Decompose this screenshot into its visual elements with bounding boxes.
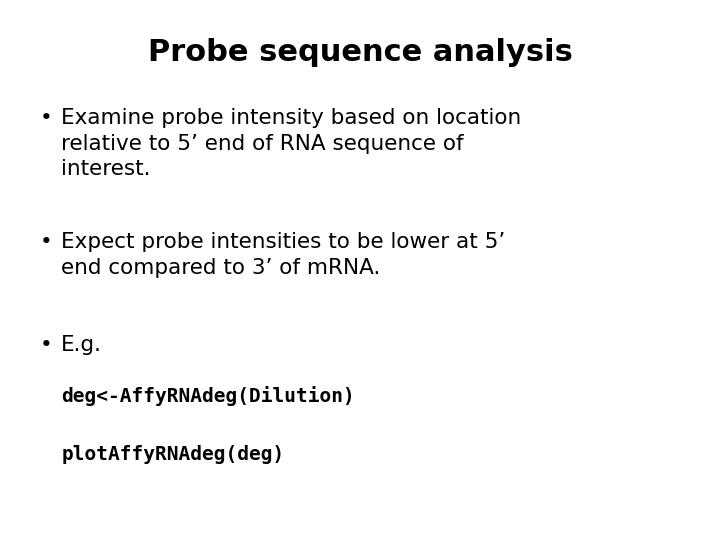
Text: E.g.: E.g. bbox=[61, 335, 102, 355]
Text: deg<-AffyRNAdeg(Dilution): deg<-AffyRNAdeg(Dilution) bbox=[61, 386, 355, 406]
Text: Examine probe intensity based on location
relative to 5’ end of RNA sequence of
: Examine probe intensity based on locatio… bbox=[61, 108, 521, 179]
Text: •: • bbox=[40, 335, 53, 355]
Text: •: • bbox=[40, 232, 53, 252]
Text: Expect probe intensities to be lower at 5’
end compared to 3’ of mRNA.: Expect probe intensities to be lower at … bbox=[61, 232, 505, 278]
Text: •: • bbox=[40, 108, 53, 128]
Text: plotAffyRNAdeg(deg): plotAffyRNAdeg(deg) bbox=[61, 446, 284, 464]
Text: Probe sequence analysis: Probe sequence analysis bbox=[148, 38, 572, 67]
